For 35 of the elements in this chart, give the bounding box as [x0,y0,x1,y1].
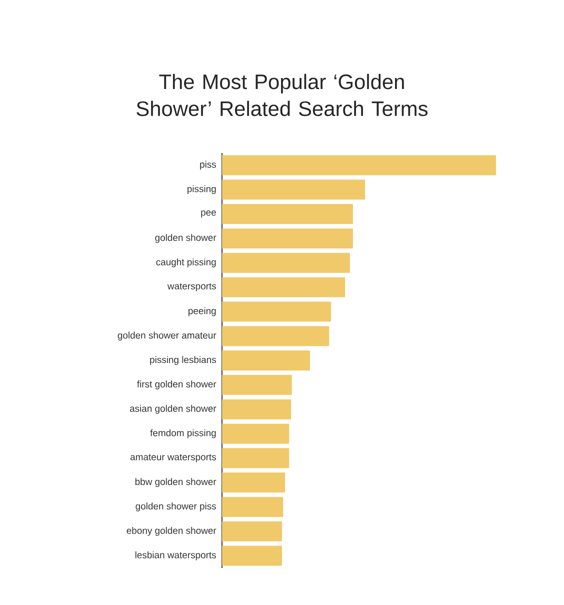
y-tick-label: watersports [167,283,216,292]
bar [222,472,286,493]
bar [222,204,353,224]
y-tick-label: golden shower piss [136,502,216,512]
y-tick-label: caught pissing [156,258,216,268]
y-tick-label: pissing [188,185,216,194]
bar [222,277,346,298]
bar [222,252,350,273]
y-tick-label: pissing lesbians [150,356,216,365]
bar [222,496,284,517]
y-tick-label: bbw golden shower [135,478,216,487]
bar [222,326,330,346]
bar [222,180,366,200]
y-tick-label: golden shower [155,234,216,243]
bar [222,448,290,468]
bar [222,399,292,420]
chart-title: The Most Popular ‘Golden Shower’ Related Search Terms [136,74,428,116]
bar [222,546,282,566]
bar [222,374,292,395]
y-tick-label: ebony golden shower [126,526,216,536]
y-tick-label: amateur watersports [130,454,216,462]
y-tick-label: femdom pissing [150,429,216,438]
bar [222,424,290,444]
bar [222,350,310,370]
y-tick-label: lesbian watersports [135,551,216,560]
bar [222,302,332,322]
y-tick-label: peeing [188,307,216,316]
bar [222,521,282,542]
y-tick-label: asian golden shower [130,404,216,414]
y-tick-label: golden shower amateur [118,332,216,340]
y-tick-label: pee [201,210,216,218]
bar [222,228,353,248]
y-tick-label: piss [200,160,216,170]
y-tick-label: first golden shower [137,380,216,390]
bar [222,155,496,176]
